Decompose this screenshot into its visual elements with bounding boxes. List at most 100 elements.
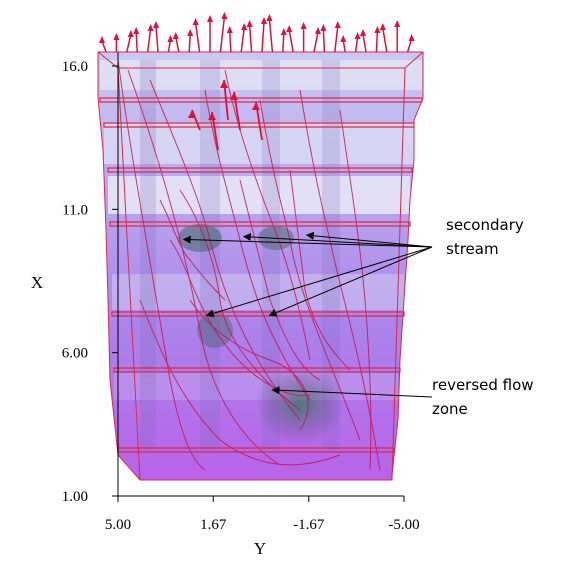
volume-band	[104, 122, 414, 164]
velocity-arrow-head	[167, 35, 174, 42]
velocity-arrow-head	[220, 80, 228, 88]
x-axis-ticks: 16.0 11.0 6.00 1.00	[62, 59, 118, 505]
streamline	[189, 299, 309, 431]
streamlines	[117, 59, 381, 471]
velocity-arrow-head	[113, 33, 120, 40]
x-axis-tick-label: 6.00	[62, 346, 88, 362]
velocity-arrow-head	[354, 32, 361, 39]
annotation-label: secondary	[446, 216, 524, 234]
velocity-arrow-head	[133, 27, 140, 34]
streamline	[224, 69, 311, 361]
frame-ring	[109, 221, 411, 227]
frame-ring	[113, 367, 401, 373]
annotation-label: stream	[446, 240, 499, 258]
velocity-arrow-head	[207, 15, 213, 22]
streamline	[117, 59, 206, 471]
frame-ring	[103, 122, 415, 128]
velocity-arrow-head	[230, 92, 238, 100]
annotation-arrow	[305, 231, 433, 248]
velocity-arrow	[406, 38, 413, 53]
annotation-arrow	[242, 232, 433, 248]
velocity-arrow	[288, 29, 294, 53]
velocity-arrow	[219, 16, 226, 53]
velocity-arrow	[362, 33, 367, 53]
velocity-arrow-head	[315, 27, 321, 34]
velocity-arrow	[194, 22, 201, 53]
velocity-arrow-head	[252, 102, 260, 110]
velocity-arrow-head	[147, 24, 154, 31]
volume-band	[108, 176, 410, 214]
velocity-arrow-head	[379, 23, 386, 30]
streamline	[179, 189, 301, 411]
annotation-label: reversed flow	[432, 376, 534, 394]
velocity-arrow	[375, 30, 379, 53]
velocity-arrow-head	[246, 20, 253, 27]
velocity-arrow-head	[340, 35, 347, 42]
velocity-arrow	[229, 30, 232, 53]
axes	[117, 52, 404, 497]
velocity-arrow	[126, 34, 132, 53]
velocity-arrow	[354, 36, 359, 53]
velocity-arrow	[188, 33, 191, 53]
velocity-arrow-head	[192, 18, 199, 25]
y-axis-tick-label: 1.67	[200, 517, 227, 533]
frame-edge	[97, 51, 424, 69]
velocity-arrow	[175, 36, 180, 53]
y-axis-label: Y	[254, 539, 266, 558]
x-axis-tick-label: 16.0	[62, 59, 88, 75]
velocity-arrow	[135, 31, 138, 53]
velocity-arrow	[334, 25, 339, 53]
velocity-arrow	[268, 18, 274, 53]
velocity-arrow-head	[187, 29, 194, 36]
velocity-arrow-head	[334, 21, 341, 28]
velocity-arrow-head	[280, 28, 287, 35]
velocity-arrow	[322, 28, 326, 53]
velocity-arrow-head	[188, 110, 196, 118]
velocity-arrow-head	[266, 14, 273, 21]
volume-band	[100, 60, 422, 90]
x-axis-tick-label: 1.00	[62, 489, 88, 505]
velocity-arrow-head	[208, 112, 216, 120]
volume-band	[114, 372, 398, 400]
velocity-arrow	[240, 27, 245, 53]
streamline	[259, 99, 361, 441]
volume-shade	[262, 60, 280, 450]
frame-ring	[111, 311, 405, 317]
volume-shade	[140, 60, 156, 450]
streamline	[169, 239, 311, 397]
frame-edge	[391, 67, 406, 481]
annotation-arrow	[205, 246, 433, 318]
velocity-arrow-head	[394, 20, 401, 27]
annotations: secondary stream reversed flow zone	[182, 216, 534, 418]
velocity-arrow-head	[153, 21, 159, 28]
velocity-arrow-head	[221, 12, 228, 19]
streamline	[204, 89, 311, 401]
velocity-arrow-head	[241, 23, 248, 30]
velocity-arrows	[99, 12, 415, 151]
velocity-arrow	[313, 31, 319, 53]
velocity-arrow-head	[360, 29, 366, 36]
velocity-arrow-head	[300, 22, 307, 29]
velocity-arrow-head	[127, 30, 134, 37]
reversed-flow-core	[255, 365, 345, 445]
y-axis-tick-label: -5.00	[388, 517, 419, 533]
streamline	[239, 179, 321, 381]
velocity-arrow-head	[99, 36, 105, 43]
x-axis-label: X	[31, 273, 43, 292]
streamline	[289, 169, 351, 371]
frame-ring	[99, 97, 423, 103]
velocity-arrow	[248, 24, 253, 53]
velocity-arrow	[155, 25, 159, 53]
frame-ring	[107, 167, 413, 173]
annotation-label: zone	[432, 400, 468, 418]
y-axis-tick-label: 5.00	[105, 517, 131, 533]
velocity-arrow	[282, 32, 285, 53]
annotation-arrow	[271, 386, 433, 398]
velocity-arrow-head	[261, 17, 267, 24]
velocity-arrow-head	[286, 25, 293, 32]
streamline	[299, 89, 381, 471]
velocity-arrow-head	[374, 26, 381, 33]
streamline	[139, 299, 341, 466]
velocity-arrow	[146, 28, 152, 53]
